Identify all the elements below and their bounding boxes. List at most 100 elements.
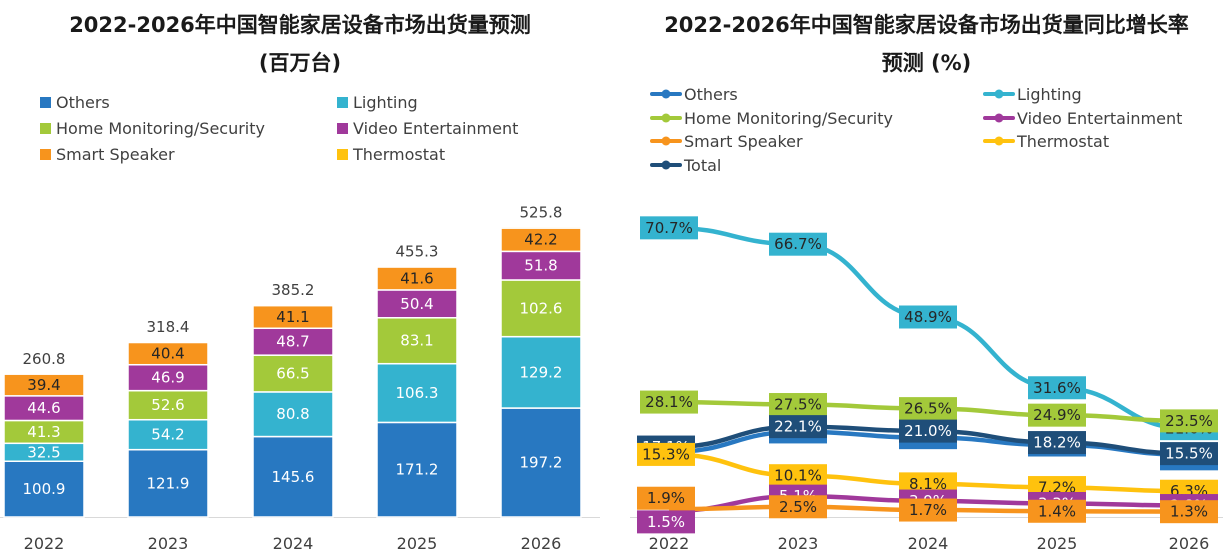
point-box-total-2024 [899, 419, 957, 443]
legend-swatch-lighting [337, 97, 348, 108]
right-chart-title-unit: 预测 (%) [881, 51, 972, 75]
bar-thermostat-2025 [376, 264, 458, 268]
bar-value-home-monitoring-security-2023: 52.6 [151, 396, 184, 414]
legend-label-line-thermostat: Thermostat [1016, 132, 1109, 151]
bar-value-smart-speaker-2022: 39.4 [27, 376, 60, 394]
point-label-smart-speaker-2024: 1.7% [909, 501, 947, 519]
point-box-thermostat-2022 [637, 442, 695, 466]
point-label-home-monitoring-security-2024: 26.5% [904, 400, 952, 418]
legend-label-home-monitoring-security: Home Monitoring/Security [56, 119, 265, 138]
bar-thermostat-2022 [3, 372, 85, 375]
bar-value-smart-speaker-2024: 41.1 [276, 308, 309, 326]
line-chart-legend: Others Lighting Home Monitoring/Security Vi… [650, 85, 1182, 175]
line-x-tick-2024: 2024 [908, 534, 949, 553]
point-label-lighting-2023: 66.7% [774, 235, 822, 253]
point-box-home-monitoring-security-2026 [1160, 409, 1218, 433]
bar-x-tick-2024: 2024 [273, 534, 314, 553]
bar-others-2023 [127, 448, 209, 518]
bar-value-smart-speaker-2023: 40.4 [151, 345, 184, 363]
legend-label-line-lighting: Lighting [1017, 85, 1082, 104]
bar-lighting-2026 [500, 335, 582, 409]
bar-x-tick-2026: 2026 [521, 534, 562, 553]
bar-value-home-monitoring-security-2026: 102.6 [520, 299, 563, 317]
line-x-tick-2026: 2026 [1169, 534, 1210, 553]
point-label-total-2025: 18.2% [1033, 434, 1081, 452]
bar-value-lighting-2024: 80.8 [276, 405, 309, 423]
bar-total-2024: 385.2 [272, 281, 315, 299]
point-box-home-monitoring-security-2022 [640, 390, 698, 414]
bar-x-tick-2025: 2025 [397, 534, 438, 553]
bar-value-lighting-2022: 32.5 [27, 443, 60, 461]
bar-total-2025: 455.3 [396, 242, 439, 260]
bar-value-lighting-2025: 106.3 [396, 384, 439, 402]
point-box-home-monitoring-security-2023 [769, 393, 827, 417]
point-box-smart-speaker-2024 [899, 498, 957, 522]
bar-value-video-entertainment-2026: 51.8 [524, 257, 557, 275]
bar-others-2022 [3, 460, 85, 518]
bar-chart-legend: Others Lighting Home Monitoring/Security Vi… [40, 93, 518, 164]
point-label-lighting-2024: 48.9% [904, 308, 952, 326]
point-label-total-2026: 15.5% [1165, 445, 1213, 463]
bar-x-tick-2023: 2023 [148, 534, 189, 553]
point-label-smart-speaker-2022: 1.9% [647, 489, 685, 507]
bar-home-monitoring-security-2023 [127, 389, 209, 421]
line-x-tick-2023: 2023 [778, 534, 819, 553]
bar-home-monitoring-security-2024 [252, 354, 334, 393]
legend-marker-video-entertainment [994, 113, 1004, 123]
bar-value-lighting-2026: 129.2 [520, 363, 563, 381]
point-box-smart-speaker-2026 [1160, 500, 1218, 524]
bar-value-home-monitoring-security-2022: 41.3 [27, 423, 60, 441]
legend-label-line-total: Total [683, 156, 721, 175]
bar-lighting-2025 [376, 362, 458, 424]
point-box-total-2023 [769, 415, 827, 439]
bar-value-others-2023: 121.9 [147, 474, 190, 492]
point-label-total-2023: 22.1% [774, 418, 822, 436]
point-box-home-monitoring-security-2025 [1028, 403, 1086, 427]
point-label-smart-speaker-2023: 2.5% [779, 498, 817, 516]
point-box-total-2025 [1028, 431, 1086, 455]
bar-others-2026 [500, 407, 582, 518]
point-label-thermostat-2024: 8.1% [909, 475, 947, 493]
bar-total-2022: 260.8 [23, 350, 66, 368]
legend-marker-total [661, 160, 671, 170]
right-chart-title: 2022-2026年中国智能家居设备市场出货量同比增长率 预测 (%) [630, 6, 1223, 82]
bar-value-others-2025: 171.2 [396, 461, 439, 479]
point-label-thermostat-2022: 15.3% [642, 445, 690, 463]
bar-value-smart-speaker-2025: 41.6 [400, 269, 433, 287]
bar-others-2024 [252, 435, 334, 518]
legend-swatch-home-monitoring-security [40, 123, 51, 134]
line-x-tick-2025: 2025 [1037, 534, 1078, 553]
legend-marker-thermostat [994, 136, 1004, 146]
legend-label-line-home-monitoring-security: Home Monitoring/Security [684, 109, 893, 128]
bar-value-others-2024: 145.6 [272, 468, 315, 486]
point-box-lighting-2025 [1028, 376, 1086, 400]
bar-video-entertainment-2022 [3, 395, 85, 422]
point-box-total-2026 [1160, 442, 1218, 466]
bar-thermostat-2026 [500, 225, 582, 229]
legend-swatch-thermostat [337, 149, 348, 160]
legend-marker-others [661, 89, 671, 99]
bar-x-tick-2022: 2022 [24, 534, 65, 553]
point-label-smart-speaker-2026: 1.3% [1170, 503, 1208, 521]
bar-value-home-monitoring-security-2025: 83.1 [400, 332, 433, 350]
point-label-total-2024: 21.0% [904, 422, 952, 440]
point-label-video-entertainment-2022: 1.5% [647, 513, 685, 531]
bar-thermostat-2024 [252, 303, 334, 307]
point-label-home-monitoring-security-2023: 27.5% [774, 396, 822, 414]
legend-marker-home-monitoring-security [661, 113, 671, 123]
left-chart-title: 2022-2026年中国智能家居设备市场出货量预测 (百万台) [0, 6, 600, 82]
bar-value-video-entertainment-2022: 44.6 [27, 399, 60, 417]
legend-label-line-others: Others [684, 85, 738, 104]
point-box-video-entertainment-2022 [637, 510, 695, 534]
line-x-tick-2022: 2022 [649, 534, 690, 553]
legend-label-others: Others [56, 93, 110, 112]
legend-label-lighting: Lighting [353, 93, 418, 112]
bar-total-2026: 525.8 [520, 203, 563, 221]
point-box-lighting-2022 [640, 216, 698, 240]
bar-value-home-monitoring-security-2024: 66.5 [276, 365, 309, 383]
line-chart-plot: 70.7%66.7%48.9%31.6%21.6%28.1%27.5%26.5%… [630, 216, 1223, 553]
legend-label-thermostat: Thermostat [352, 145, 445, 164]
bar-value-video-entertainment-2024: 48.7 [276, 333, 309, 351]
point-label-lighting-2025: 31.6% [1033, 379, 1081, 397]
